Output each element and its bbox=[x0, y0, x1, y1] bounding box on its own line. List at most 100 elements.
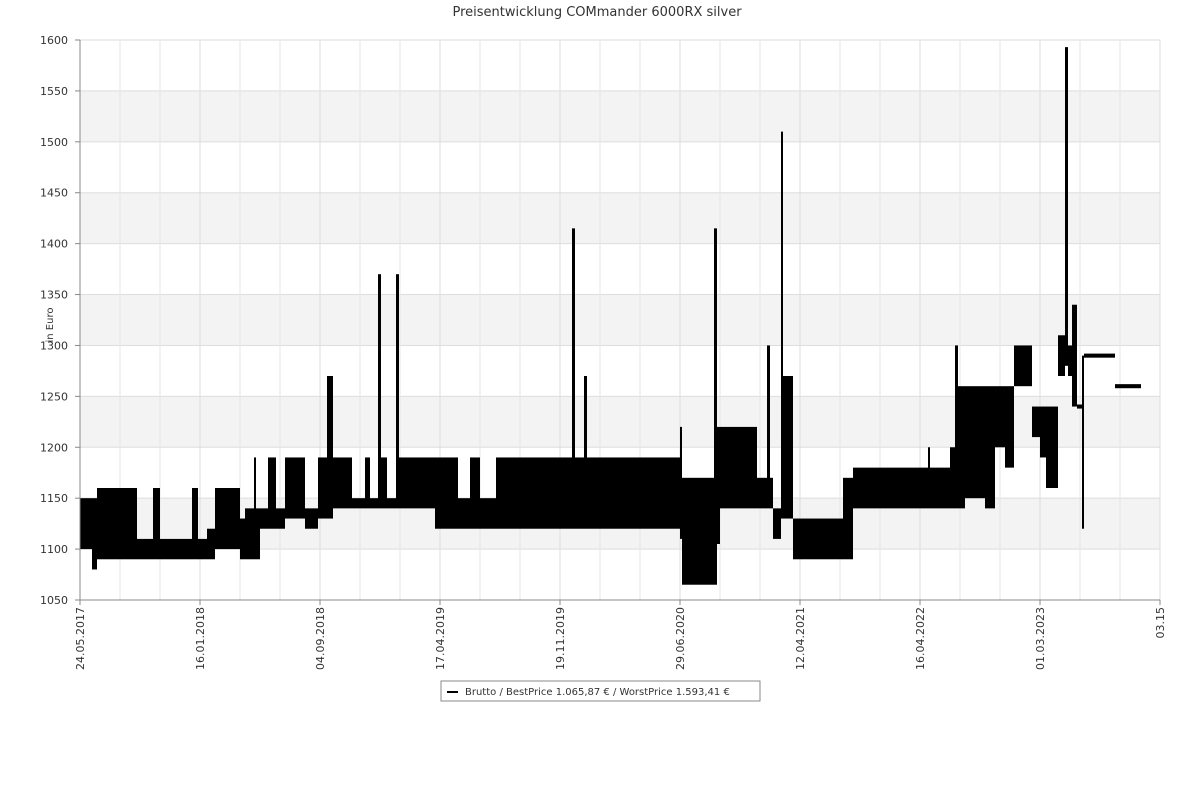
x-tick-label: 01.03.2023 bbox=[1034, 607, 1047, 670]
price-range bbox=[435, 457, 458, 529]
price-range bbox=[793, 518, 843, 560]
price-range bbox=[958, 386, 965, 509]
x-tick-label: 04.09.2018 bbox=[314, 607, 327, 670]
price-range bbox=[1077, 404, 1082, 409]
price-range bbox=[1065, 47, 1068, 366]
price-range bbox=[80, 498, 92, 550]
price-range bbox=[387, 498, 396, 509]
price-range bbox=[717, 426, 720, 544]
price-range bbox=[198, 538, 207, 560]
price-range bbox=[256, 508, 260, 560]
grid-band bbox=[80, 90, 1160, 142]
price-range bbox=[682, 477, 714, 585]
x-tick-label: 24.05.2017 bbox=[74, 607, 87, 670]
price-range bbox=[1068, 345, 1072, 376]
price-range bbox=[97, 488, 137, 560]
price-range bbox=[757, 477, 767, 509]
price-range bbox=[305, 508, 318, 529]
price-range bbox=[1014, 345, 1032, 387]
price-range bbox=[843, 477, 853, 560]
bands bbox=[80, 90, 1160, 550]
price-range bbox=[137, 538, 153, 560]
price-range bbox=[192, 488, 198, 560]
price-range bbox=[215, 488, 240, 550]
legend-entry: Brutto / BestPrice 1.065,87 € / WorstPri… bbox=[465, 687, 730, 698]
y-tick-label: 1250 bbox=[40, 390, 68, 403]
price-range bbox=[318, 457, 327, 519]
grid-band bbox=[80, 294, 1160, 346]
price-range bbox=[1032, 406, 1040, 438]
price-range bbox=[1115, 384, 1141, 389]
x-tick-label: 03.15 bbox=[1154, 607, 1167, 639]
x-tick-label: 16.01.2018 bbox=[194, 607, 207, 670]
price-range bbox=[245, 508, 254, 560]
price-range bbox=[1005, 386, 1014, 468]
price-range bbox=[480, 498, 496, 529]
x-tick-label: 16.04.2022 bbox=[914, 607, 927, 670]
y-tick-label: 1150 bbox=[40, 492, 68, 505]
price-range bbox=[965, 386, 985, 499]
y-tick-label: 1500 bbox=[40, 136, 68, 149]
price-range bbox=[92, 498, 97, 570]
marks bbox=[80, 47, 1141, 585]
price-range bbox=[470, 457, 480, 529]
price-range bbox=[254, 457, 256, 560]
axes: 1050 1100 1150 1200 1250 1300 1350 1400 1450 1500… bbox=[40, 34, 1167, 670]
y-tick-label: 1200 bbox=[40, 441, 68, 454]
price-range bbox=[714, 228, 717, 585]
legend-box bbox=[440, 680, 761, 702]
y-tick-label: 1450 bbox=[40, 187, 68, 200]
price-range bbox=[240, 518, 245, 560]
price-range bbox=[587, 457, 680, 529]
price-range bbox=[930, 467, 950, 509]
price-range bbox=[783, 376, 793, 519]
price-range bbox=[496, 457, 572, 529]
price-range bbox=[773, 508, 781, 539]
price-range bbox=[781, 131, 783, 519]
price-range bbox=[575, 457, 584, 529]
price-range bbox=[381, 457, 387, 509]
y-tick-label: 1550 bbox=[40, 85, 68, 98]
y-tick-label: 1600 bbox=[40, 34, 68, 47]
price-range bbox=[268, 457, 276, 529]
y-axis-label: in Euro bbox=[45, 308, 56, 343]
grid-band bbox=[80, 192, 1160, 244]
price-range bbox=[995, 386, 1005, 448]
y-tick-label: 1100 bbox=[40, 543, 68, 556]
price-range bbox=[1040, 406, 1046, 458]
price-range bbox=[153, 488, 160, 560]
price-range bbox=[767, 345, 770, 509]
price-range bbox=[680, 426, 682, 539]
y-tick-label: 1050 bbox=[40, 594, 68, 607]
price-range bbox=[260, 508, 268, 529]
price-range bbox=[853, 467, 928, 509]
price-range bbox=[207, 528, 215, 560]
price-range bbox=[1072, 304, 1077, 407]
price-range bbox=[399, 457, 435, 509]
price-range bbox=[950, 447, 955, 509]
x-tick-label: 12.04.2021 bbox=[794, 607, 807, 670]
x-tick-label: 29.06.2020 bbox=[674, 607, 687, 670]
price-range bbox=[276, 508, 285, 529]
x-tick-label: 19.11.2019 bbox=[554, 607, 567, 670]
price-range bbox=[955, 345, 958, 509]
price-range bbox=[720, 426, 757, 509]
price-range bbox=[1084, 353, 1115, 358]
price-range bbox=[928, 447, 930, 509]
price-range bbox=[770, 477, 773, 509]
y-tick-label: 1300 bbox=[40, 339, 68, 352]
price-range bbox=[584, 376, 587, 529]
price-range bbox=[1058, 335, 1065, 376]
x-tick-label: 17.04.2019 bbox=[434, 607, 447, 670]
price-range bbox=[572, 228, 575, 529]
price-range bbox=[327, 376, 333, 519]
price-range bbox=[365, 457, 370, 509]
price-range bbox=[985, 386, 995, 509]
y-tick-label: 1350 bbox=[40, 289, 68, 302]
price-range bbox=[160, 538, 192, 560]
price-range bbox=[370, 498, 378, 509]
price-range bbox=[285, 457, 305, 519]
price-range bbox=[352, 498, 365, 509]
price-range bbox=[378, 274, 381, 509]
chart-title: Preisentwicklung COMmander 6000RX silver bbox=[452, 5, 742, 20]
